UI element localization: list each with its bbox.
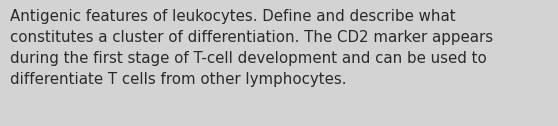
Text: Antigenic features of leukocytes. Define and describe what
constitutes a cluster: Antigenic features of leukocytes. Define… xyxy=(10,9,493,87)
